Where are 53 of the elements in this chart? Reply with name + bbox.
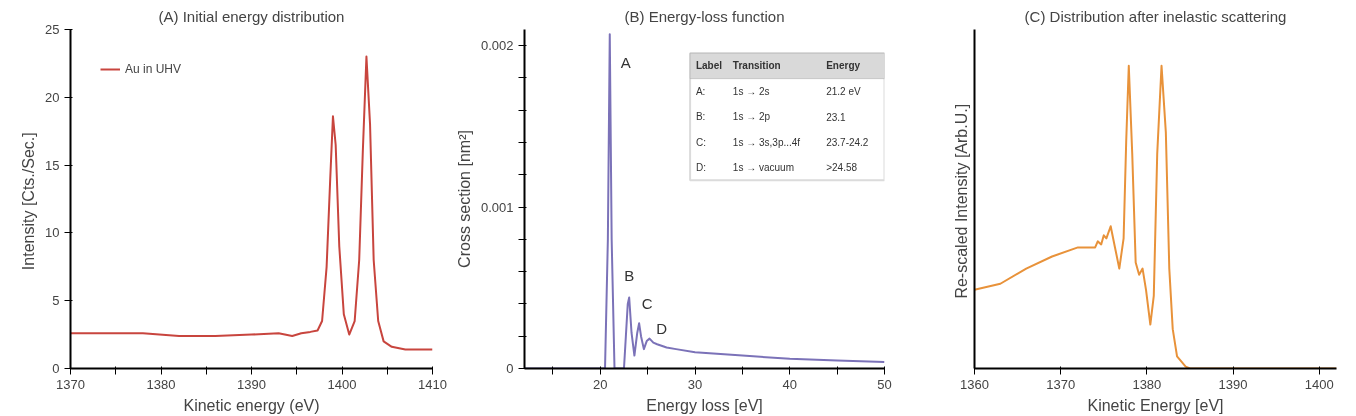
- x-tick-label: 1410: [418, 376, 447, 392]
- x-tick-label: 1380: [146, 376, 176, 392]
- annotation: 1s → vacuum: [732, 162, 795, 174]
- annotation: C: [641, 294, 653, 312]
- y-tick-label: 10: [45, 225, 60, 241]
- annotation: A: [620, 53, 631, 71]
- x-tick-label: 30: [687, 376, 703, 392]
- y-axis-title: Re-scaled Intensity [Arb.U.]: [952, 103, 970, 299]
- x-tick-label: 1370: [1046, 376, 1076, 392]
- annotation: >24.58: [826, 162, 858, 174]
- x-tick-label: 1390: [237, 376, 266, 392]
- annotation: B:: [695, 111, 706, 123]
- y-axis-title: Cross section [nm²]: [455, 130, 473, 268]
- x-tick-label: 40: [782, 376, 797, 392]
- annotation: 1s → 3s,3p...4f: [732, 136, 801, 148]
- y-tick-label: 5: [52, 293, 60, 309]
- x-tick-label: 1380: [1132, 376, 1162, 392]
- x-tick-label: 1360: [960, 376, 989, 392]
- y-tick-label: 15: [45, 157, 60, 173]
- y-tick-label: 0.002: [480, 38, 514, 54]
- x-axis-title: Energy loss [eV]: [646, 396, 763, 414]
- annotation: C:: [695, 136, 706, 148]
- x-tick-label: 1400: [1304, 376, 1334, 392]
- y-tick-label: 0.001: [480, 199, 514, 215]
- annotation: 1s → 2p: [732, 111, 771, 123]
- annotation: A:: [695, 85, 706, 97]
- annotation: 21.2 eV: [826, 85, 861, 97]
- legend-label: Au in UHV: [125, 62, 182, 76]
- x-tick-label: 50: [877, 376, 892, 392]
- y-tick-label: 0: [506, 361, 514, 376]
- chart-title: (C) Distribution after inelastic scattering: [1024, 7, 1287, 25]
- y-tick-label: 0: [52, 361, 60, 376]
- x-tick-label: 20: [593, 376, 608, 392]
- annotation: 23.1: [826, 111, 847, 123]
- y-axis-title: Intensity [Cts./Sec.]: [20, 132, 38, 271]
- annotation: 23.7-24.2: [826, 137, 869, 149]
- chart-title: (A) Initial energy distribution: [158, 7, 345, 25]
- y-tick-label: 20: [45, 89, 60, 105]
- x-tick-label: 1390: [1218, 376, 1248, 392]
- annotation: Energy: [826, 60, 861, 72]
- annotation: D: [656, 320, 668, 338]
- y-tick-label: 25: [45, 22, 60, 37]
- line-series: [70, 55, 433, 351]
- annotation: 1s → 2s: [732, 85, 770, 97]
- annotation: D:: [695, 162, 706, 174]
- annotation: Label: [695, 60, 723, 72]
- x-axis-title: Kinetic Energy [eV]: [1087, 396, 1224, 414]
- x-axis-title: Kinetic energy (eV): [183, 396, 320, 414]
- x-tick-label: 1370: [56, 376, 85, 392]
- annotation: Transition: [732, 60, 781, 72]
- chart-title: (B) Energy-loss function: [624, 7, 785, 25]
- x-tick-label: 1400: [327, 376, 357, 392]
- annotation: B: [624, 266, 635, 284]
